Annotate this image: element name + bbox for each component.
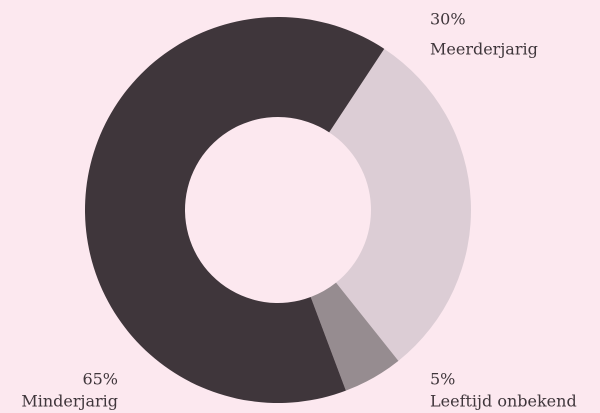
category-label: Minderjarig xyxy=(21,392,118,411)
value-label: 65% xyxy=(82,370,118,389)
category-label: Meerderjarig xyxy=(430,40,538,59)
value-label: 30% xyxy=(430,10,466,29)
value-label: 5% xyxy=(430,370,455,389)
donut-slice xyxy=(310,282,399,391)
category-label: Leeftijd onbekend xyxy=(430,392,577,411)
donut-slice xyxy=(329,48,471,361)
donut-slice xyxy=(84,16,385,403)
